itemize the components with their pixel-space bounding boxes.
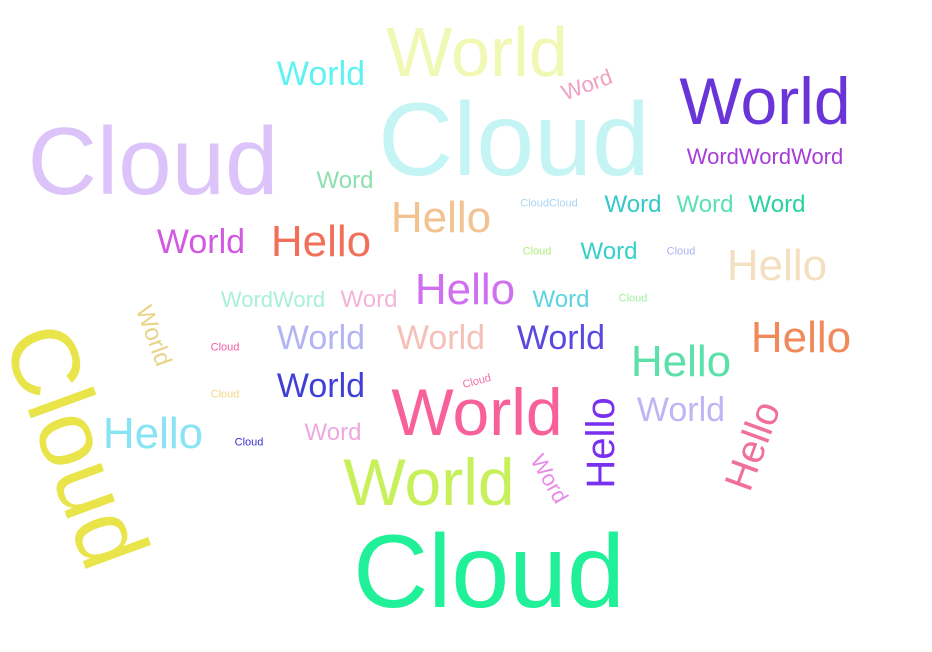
word-word: Word: [532, 286, 590, 313]
word-hello: Hello: [390, 193, 492, 242]
word-cloudcloud: CloudCloud: [520, 197, 578, 210]
word-world: World: [156, 223, 246, 261]
word-hello: Hello: [630, 337, 732, 386]
word-world: World: [391, 375, 563, 449]
word-world: World: [396, 319, 486, 357]
word-wordword: WordWord: [220, 287, 326, 312]
word-hello: Hello: [270, 217, 372, 266]
word-word: Word: [676, 191, 734, 218]
word-world: World: [516, 319, 606, 357]
word-world: World: [386, 13, 568, 91]
word-word: Word: [580, 238, 638, 265]
word-world: World: [636, 391, 726, 429]
word-world: World: [679, 64, 851, 138]
word-word: Word: [748, 191, 806, 218]
word-world: World: [130, 301, 177, 370]
word-world: World: [343, 445, 515, 519]
word-word: Word: [525, 449, 574, 508]
word-hello: Hello: [414, 265, 516, 314]
word-hello: Hello: [102, 409, 204, 458]
word-word: Word: [340, 286, 398, 313]
word-cloud: Cloud: [210, 341, 240, 354]
word-cloud: Cloud: [27, 108, 279, 215]
word-word: Word: [316, 167, 374, 194]
word-cloud: Cloud: [353, 514, 625, 630]
word-cloud: Cloud: [618, 292, 648, 305]
word-word: Word: [604, 191, 662, 218]
word-world: World: [276, 319, 366, 357]
word-wordwordword: WordWordWord: [686, 144, 844, 169]
word-hello: Hello: [726, 241, 828, 290]
word-cloud: Cloud: [234, 436, 264, 449]
word-world: World: [276, 55, 366, 93]
word-cloud: Cloud: [378, 82, 650, 198]
word-world: World: [276, 367, 366, 405]
word-word: Word: [304, 419, 362, 446]
word-hello: Hello: [579, 397, 623, 489]
word-hello: Hello: [750, 313, 852, 362]
word-cloud: Cloud: [666, 245, 696, 258]
word-hello: Hello: [716, 395, 790, 497]
word-cloud: Cloud: [210, 388, 240, 401]
word-cloud: Cloud: [522, 245, 552, 258]
